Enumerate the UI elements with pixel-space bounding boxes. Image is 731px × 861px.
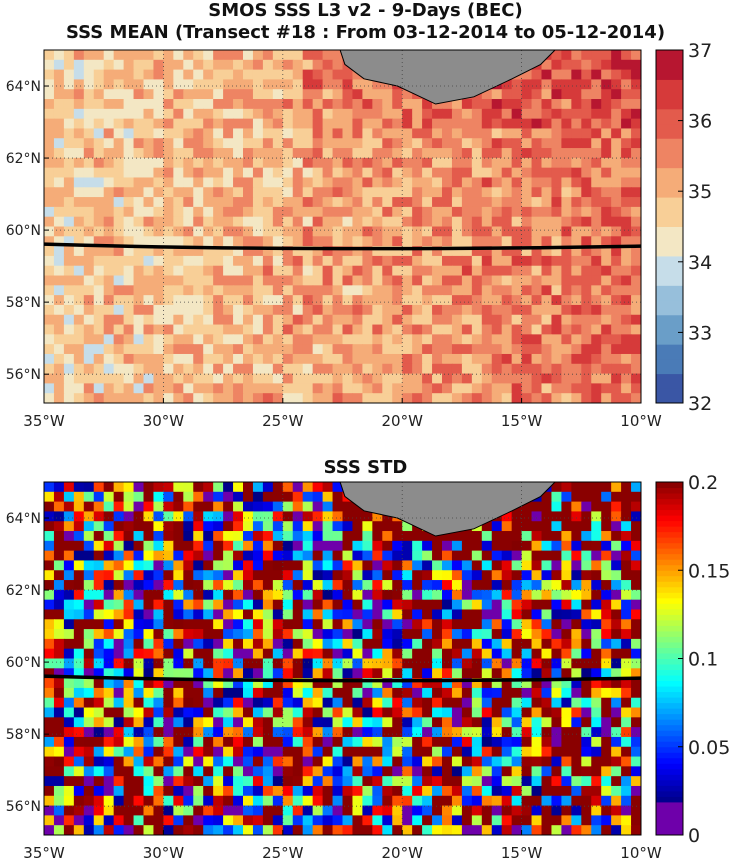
colorbar-tick-label: 0.15 xyxy=(688,560,730,582)
lat-tick-label: 60°N xyxy=(6,223,41,239)
lon-tick-label: 15°W xyxy=(501,844,543,861)
colorbar-frame xyxy=(655,49,684,404)
lon-tick-label: 35°W xyxy=(23,844,65,861)
std-colorbar: 0 0.05 0.1 0.15 0.2 xyxy=(655,472,730,847)
lat-tick-label: 64°N xyxy=(6,79,41,95)
lon-tick-label: 25°W xyxy=(262,412,304,430)
colorbar-tick-label: 35 xyxy=(688,181,712,203)
lat-tick-label: 56°N xyxy=(6,367,41,383)
colorbar-tick-label: 0.05 xyxy=(688,737,730,759)
colorbar-tick-label: 34 xyxy=(688,252,712,274)
lat-tick-label: 58°N xyxy=(6,727,41,743)
iceland-landmass xyxy=(339,482,558,537)
transect-line xyxy=(44,674,641,683)
map-frame xyxy=(43,49,642,404)
lon-tick-label: 25°W xyxy=(262,844,304,861)
figure-title-line2: SSS MEAN (Transect #18 : From 03-12-2014… xyxy=(65,22,666,43)
lat-tick-label: 62°N xyxy=(6,583,41,599)
iceland-landmass xyxy=(339,50,558,105)
mean-colorbar: 32 33 34 35 36 37 xyxy=(655,40,712,415)
mean-map-panel: 35°W 30°W 25°W 20°W 15°W 10°W 64°N 62°N 60°N 58°N… xyxy=(6,49,662,430)
lat-tick-label: 60°N xyxy=(6,655,41,671)
lon-tick-label: 20°W xyxy=(381,844,423,861)
colorbar-tick-label: 32 xyxy=(688,393,712,415)
lon-tick-label: 20°W xyxy=(381,412,423,430)
lon-tick-label: 30°W xyxy=(143,844,185,861)
lat-tick-label: 62°N xyxy=(6,151,41,167)
colorbar-tick-label: 36 xyxy=(688,111,712,133)
lon-tick-label: 10°W xyxy=(620,844,662,861)
colorbar-tick-label: 33 xyxy=(688,322,712,344)
std-panel-title: SSS STD xyxy=(323,457,408,478)
lat-tick-label: 64°N xyxy=(6,511,41,527)
lat-tick-label: 58°N xyxy=(6,295,41,311)
transect-line xyxy=(44,242,641,251)
lon-tick-label: 35°W xyxy=(23,412,65,430)
lon-tick-label: 10°W xyxy=(620,412,662,430)
std-map-panel: 35°W 30°W 25°W 20°W 15°W 10°W 64°N 62°N 60°N 58°N… xyxy=(6,481,662,861)
colorbar-tick-label: 0 xyxy=(688,825,700,847)
figure-title-line1: SMOS SSS L3 v2 - 9-Days (BEC) xyxy=(208,0,523,21)
lon-tick-label: 15°W xyxy=(501,412,543,430)
colorbar-tick-label: 37 xyxy=(688,40,712,62)
map-frame xyxy=(43,481,642,836)
colorbar-tick-label: 0.2 xyxy=(688,472,718,494)
colorbar-tick-label: 0.1 xyxy=(688,649,718,671)
lat-tick-label: 56°N xyxy=(6,799,41,815)
lon-tick-label: 30°W xyxy=(143,412,185,430)
